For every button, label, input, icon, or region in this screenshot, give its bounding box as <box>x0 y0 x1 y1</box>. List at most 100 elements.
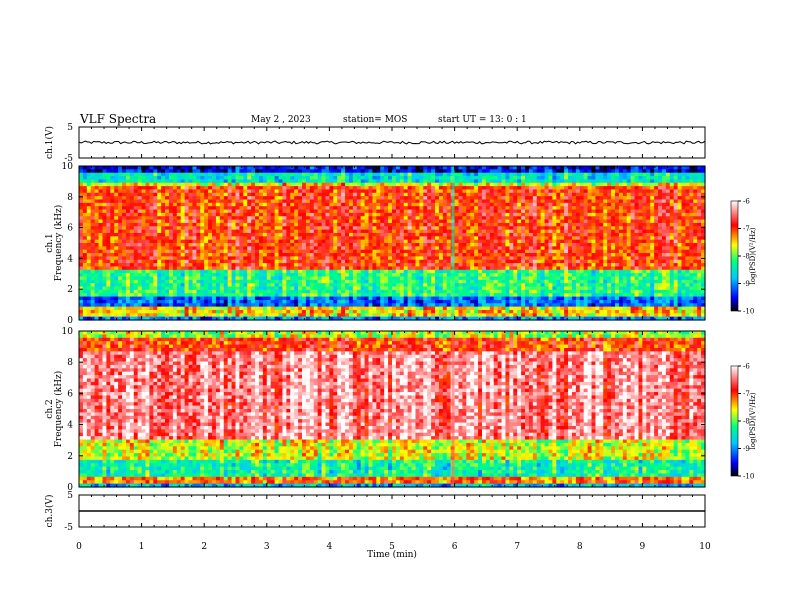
heatmap-cell <box>223 293 229 298</box>
heatmap-cell <box>168 276 174 281</box>
heatmap-cell <box>145 226 151 231</box>
heatmap-cell <box>102 216 107 221</box>
heatmap-cell <box>161 222 166 227</box>
heatmap-cell <box>90 249 96 254</box>
heatmap-cell <box>231 296 237 301</box>
heatmap-cell <box>219 189 225 194</box>
heatmap-cell <box>215 289 221 294</box>
heatmap-cell <box>102 236 107 241</box>
heatmap-cell <box>145 232 151 237</box>
heatmap-cell <box>129 283 135 288</box>
heatmap-cell <box>118 246 123 251</box>
heatmap-cell <box>227 202 233 207</box>
heatmap-cell <box>200 176 205 180</box>
heatmap-cell <box>227 236 233 241</box>
heatmap-cell <box>184 259 190 264</box>
heatmap-cell <box>106 306 111 311</box>
heatmap-cell <box>231 289 237 294</box>
heatmap-cell <box>243 256 248 261</box>
heatmap-cell <box>153 179 158 184</box>
heatmap-cell <box>141 256 147 261</box>
heatmap-cell <box>149 276 154 281</box>
heatmap-cell <box>133 172 139 177</box>
heatmap-cell <box>102 239 107 244</box>
heatmap-cell <box>79 232 84 237</box>
heatmap-cell <box>243 172 248 177</box>
heatmap-cell <box>227 192 233 197</box>
heatmap-cell <box>102 306 107 311</box>
heatmap-cell <box>200 286 205 291</box>
heatmap-cell <box>129 299 135 304</box>
heatmap-cell <box>235 199 241 204</box>
heatmap-cell <box>247 176 252 180</box>
heatmap-cell <box>223 289 229 294</box>
heatmap-cell <box>165 249 170 254</box>
heatmap-cell <box>176 303 182 308</box>
heatmap-cell <box>165 306 170 311</box>
heatmap-cell <box>79 199 84 204</box>
heatmap-cell <box>215 309 221 314</box>
heatmap-cell <box>180 289 186 294</box>
heatmap-cell <box>122 196 127 201</box>
heatmap-cell <box>145 266 151 271</box>
heatmap-cell <box>110 243 115 247</box>
heatmap-cell <box>110 256 115 261</box>
heatmap-cell <box>212 232 217 237</box>
heatmap-cell <box>82 306 88 311</box>
heatmap-cell <box>219 279 225 284</box>
heatmap-cell <box>188 222 194 227</box>
heatmap-cell <box>98 186 104 191</box>
heatmap-cell <box>90 303 96 308</box>
heatmap-cell <box>176 209 182 214</box>
heatmap-cell <box>196 313 201 318</box>
heatmap-cell <box>212 299 217 304</box>
heatmap-cell <box>157 269 162 274</box>
heatmap-cell <box>102 212 107 217</box>
heatmap-cell <box>243 236 248 241</box>
heatmap-cell <box>98 236 104 241</box>
heatmap-cell <box>208 286 213 291</box>
heatmap-cell <box>86 299 92 304</box>
heatmap-cell <box>196 269 201 274</box>
heatmap-cell <box>110 186 115 191</box>
heatmap-cell <box>212 239 217 244</box>
heatmap-cell <box>247 169 252 174</box>
heatmap-cell <box>192 279 197 284</box>
heatmap-cell <box>153 209 158 214</box>
heatmap-cell <box>165 239 170 244</box>
heatmap-cell <box>212 273 217 278</box>
heatmap-cell <box>86 232 92 237</box>
heatmap-cell <box>192 176 197 180</box>
heatmap-cell <box>79 212 84 217</box>
heatmap-cell <box>188 273 194 278</box>
heatmap-cell <box>165 172 170 177</box>
heatmap-cell <box>239 279 244 284</box>
heatmap-cell <box>231 232 237 237</box>
heatmap-cell <box>165 166 170 170</box>
heatmap-cell <box>157 293 162 298</box>
heatmap-cell <box>133 169 139 174</box>
heatmap-cell <box>110 253 115 257</box>
heatmap-cell <box>141 276 147 281</box>
heatmap-cell <box>215 243 221 247</box>
heatmap-cell <box>239 273 244 278</box>
heatmap-cell <box>212 296 217 301</box>
heatmap-cell <box>208 309 213 314</box>
heatmap-cell <box>161 202 166 207</box>
heatmap-cell <box>219 239 225 244</box>
heatmap-cell <box>227 249 233 254</box>
heatmap-cell <box>215 219 221 224</box>
heatmap-cell <box>176 222 182 227</box>
heatmap-cell <box>204 186 209 191</box>
heatmap-cell <box>114 209 119 214</box>
heatmap-cell <box>114 296 119 301</box>
heatmap-cell <box>129 199 135 204</box>
heatmap-cell <box>223 192 229 197</box>
heatmap-cell <box>184 176 190 180</box>
heatmap-cell <box>153 316 158 321</box>
heatmap-cell <box>184 212 190 217</box>
heatmap-cell <box>145 286 151 291</box>
heatmap-cell <box>243 232 248 237</box>
heatmap-cell <box>90 299 96 304</box>
heatmap-cell <box>129 249 135 254</box>
